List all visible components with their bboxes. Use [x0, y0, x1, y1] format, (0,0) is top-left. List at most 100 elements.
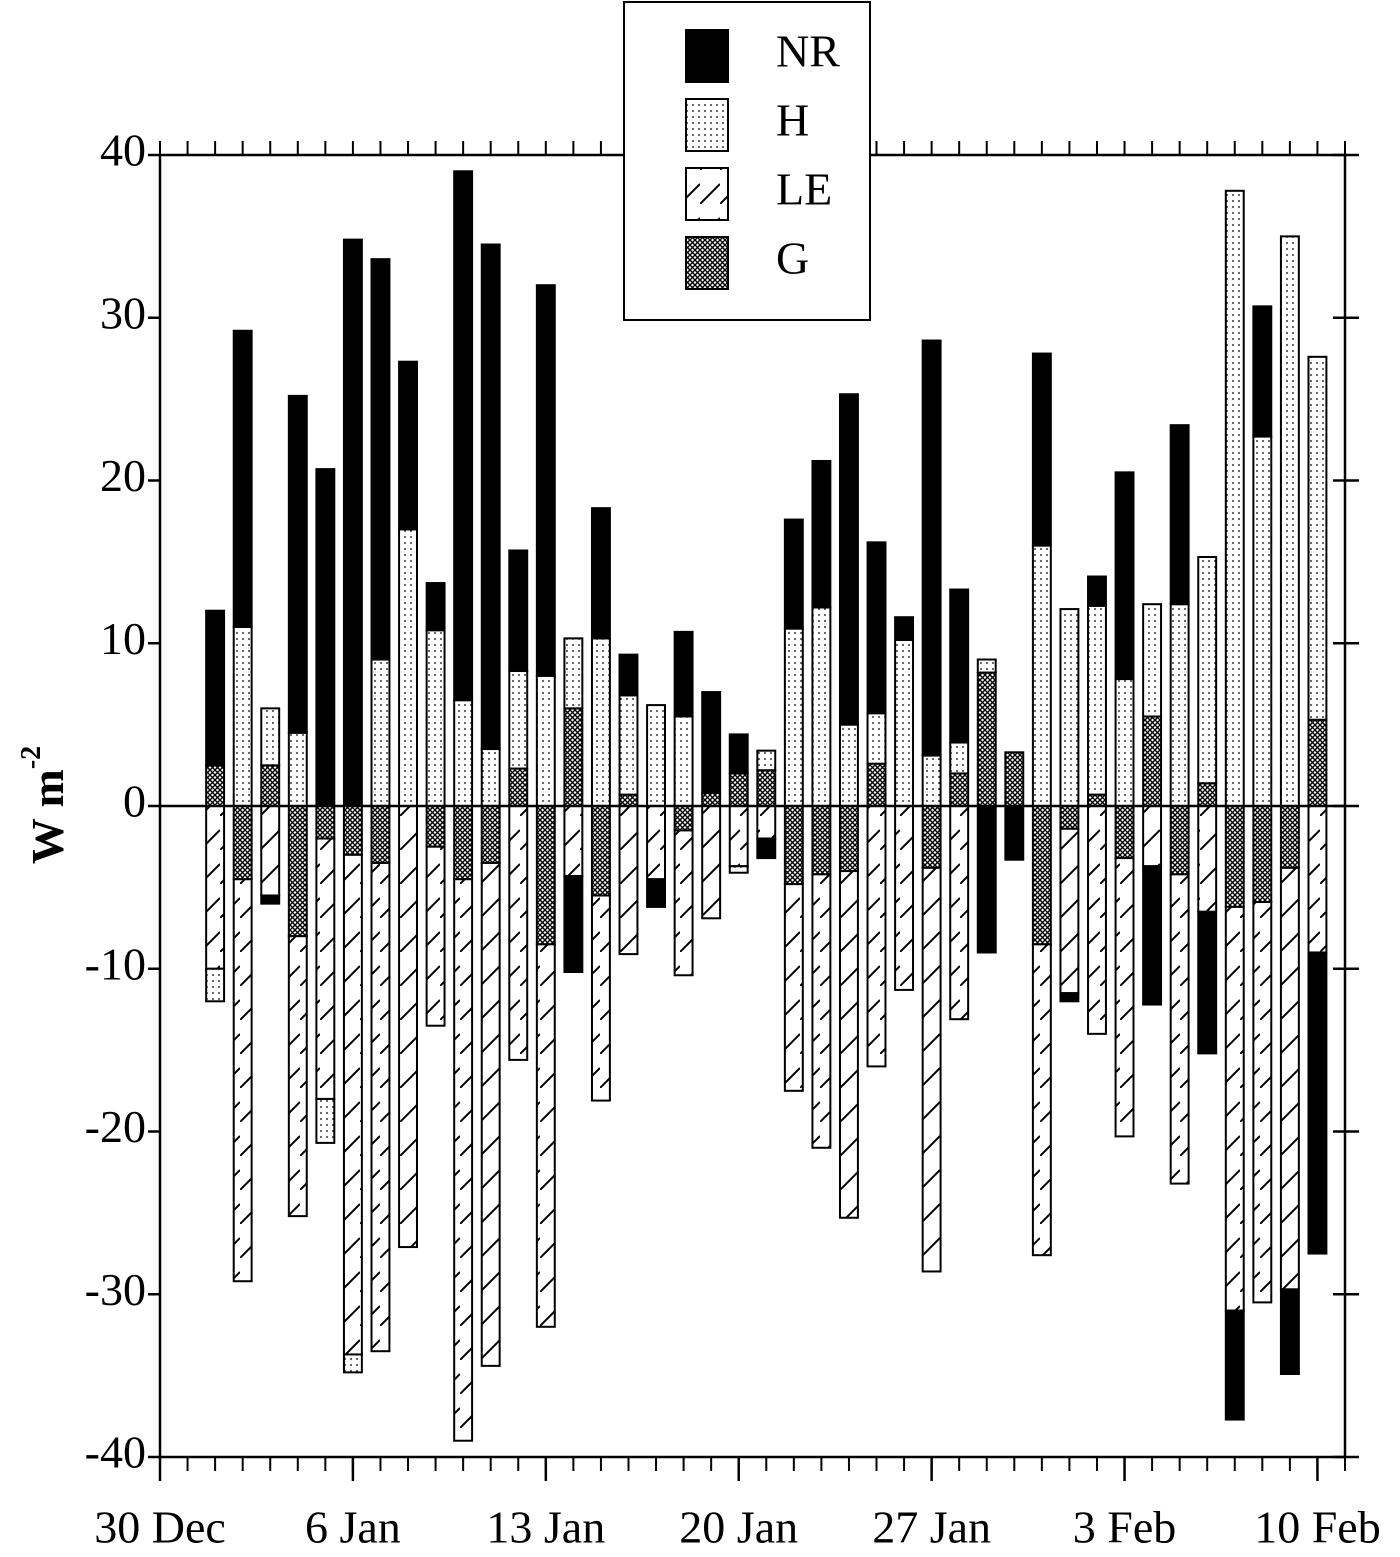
bar-segment — [1087, 604, 1107, 796]
bar-segment — [673, 630, 694, 718]
bar-segment — [1197, 805, 1218, 913]
bar-segment — [315, 805, 336, 840]
bar-segment — [1004, 751, 1025, 807]
bar-segment — [480, 805, 501, 864]
bar-segment — [1031, 943, 1052, 1257]
bar-segment — [838, 870, 859, 1219]
bar-segment — [563, 637, 584, 710]
bar-segment — [342, 853, 363, 1356]
bar-segment — [921, 339, 942, 757]
bar-segment — [1197, 910, 1218, 1055]
bar-segment — [1142, 865, 1163, 1006]
bar-segment — [453, 878, 474, 1442]
bar-segment — [260, 894, 281, 905]
bar-segment — [976, 671, 997, 807]
bar-segment — [1087, 575, 1107, 607]
bar-segment — [1307, 718, 1328, 807]
bar-segment — [866, 541, 887, 715]
bar-segment — [756, 805, 777, 840]
bar-segment — [205, 805, 226, 970]
bar-segment — [1197, 555, 1218, 785]
bar-segment — [1224, 1309, 1245, 1421]
bar-segment — [590, 507, 611, 640]
bar-segment — [453, 805, 474, 881]
bar-segment — [1169, 603, 1190, 807]
bar-segment — [1059, 992, 1080, 1003]
bar-segment — [728, 805, 749, 868]
bar-segment — [370, 861, 391, 1353]
bar-segment — [315, 837, 336, 1100]
bar-segment — [618, 653, 639, 697]
bar-segment — [590, 637, 611, 807]
bar-segment — [508, 669, 529, 770]
bar-segment — [232, 878, 253, 1283]
bar-segment — [425, 845, 446, 1027]
bar-segment — [838, 723, 859, 807]
bar-segment — [838, 393, 859, 726]
bar-segment — [205, 764, 226, 807]
bar-segment — [287, 805, 308, 938]
bar-segment — [1307, 951, 1328, 1255]
bar-segment — [425, 629, 446, 807]
bar-segment — [1197, 782, 1218, 808]
bar-segment — [1059, 608, 1080, 808]
bar-segment — [370, 805, 391, 864]
bar-segment — [590, 894, 611, 1102]
legend-swatch — [685, 98, 729, 152]
bar-segment — [508, 805, 529, 1061]
legend-label: LE — [776, 164, 832, 215]
legend: NR H LE G — [623, 1, 871, 321]
legend-label: H — [776, 95, 809, 146]
bar-segment — [342, 805, 363, 856]
y-tick-label: -20 — [85, 1101, 146, 1152]
bar-segment — [590, 805, 611, 897]
bar-segment — [453, 170, 474, 702]
bar-segment — [783, 883, 804, 1092]
legend-box — [623, 1, 871, 321]
bar-segment — [315, 468, 336, 807]
bar-segment — [1114, 678, 1135, 807]
x-tick-label: 3 Feb — [1073, 1502, 1177, 1553]
bar-segment — [287, 731, 308, 808]
bar-segment — [646, 878, 667, 908]
bar-segment — [480, 748, 501, 807]
bar-segment — [563, 874, 584, 974]
bar-segment — [1224, 805, 1245, 908]
bar-segment — [260, 805, 281, 897]
bar-segment — [976, 805, 997, 954]
bar-segment — [232, 329, 253, 628]
y-tick-label: -10 — [85, 938, 146, 989]
bar-segment — [1279, 866, 1300, 1291]
y-axis-label: W m-2 — [16, 746, 72, 864]
x-tick-label: 30 Dec — [94, 1502, 226, 1553]
bar-segment — [1031, 352, 1052, 547]
bar-segment — [1279, 235, 1300, 807]
bar-segment — [618, 805, 639, 956]
bar-segment — [232, 625, 253, 807]
bar-segment — [480, 243, 501, 751]
bar-segment — [1252, 435, 1273, 807]
bar-segment — [1114, 805, 1135, 860]
bar-segment — [673, 829, 694, 977]
y-tick-label: 0 — [123, 776, 146, 827]
bar-segment — [949, 588, 970, 744]
bar-segment — [205, 967, 226, 1003]
bar-segment — [287, 935, 308, 1218]
bar-segment — [1169, 424, 1190, 606]
bar-segment — [618, 694, 639, 796]
legend-label: NR — [776, 26, 840, 77]
bar-segment — [1142, 805, 1163, 868]
bar-segment — [894, 805, 915, 991]
bar-segment — [701, 791, 722, 807]
bar-segment — [508, 767, 529, 808]
bar-segment — [1114, 857, 1135, 1138]
bar-segment — [1059, 805, 1080, 830]
bar-segment — [232, 805, 253, 881]
bar-segment — [398, 360, 418, 531]
legend-swatch — [685, 29, 729, 83]
bar-segment — [287, 394, 308, 734]
bar-segment — [949, 805, 970, 1021]
bar-segment — [1031, 544, 1052, 807]
bar-segment — [1004, 805, 1025, 861]
bar-segment — [646, 805, 667, 881]
